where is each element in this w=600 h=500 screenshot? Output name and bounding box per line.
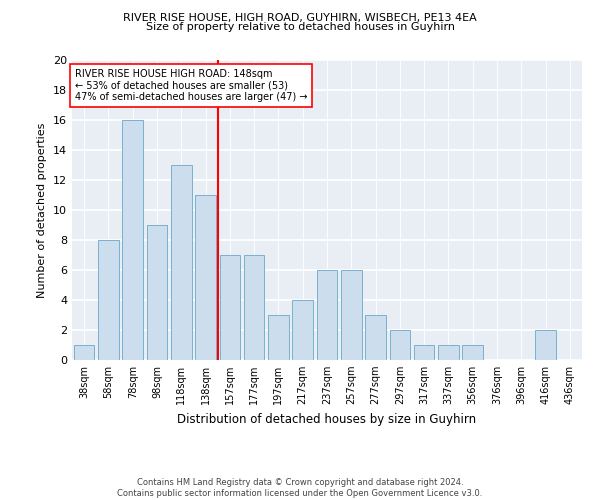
Bar	[146, 225, 167, 360]
Text: RIVER RISE HOUSE, HIGH ROAD, GUYHIRN, WISBECH, PE13 4EA: RIVER RISE HOUSE, HIGH ROAD, GUYHIRN, WI…	[123, 12, 477, 22]
Bar	[341, 270, 362, 360]
Bar	[74, 345, 94, 360]
Bar	[220, 255, 240, 360]
Text: RIVER RISE HOUSE HIGH ROAD: 148sqm
← 53% of detached houses are smaller (53)
47%: RIVER RISE HOUSE HIGH ROAD: 148sqm ← 53%…	[74, 69, 307, 102]
Text: Size of property relative to detached houses in Guyhirn: Size of property relative to detached ho…	[146, 22, 455, 32]
Bar	[195, 195, 216, 360]
Bar	[438, 345, 459, 360]
Bar	[463, 345, 483, 360]
Bar	[171, 165, 191, 360]
Bar	[535, 330, 556, 360]
Bar	[365, 315, 386, 360]
Bar	[98, 240, 119, 360]
Bar	[244, 255, 265, 360]
Text: Contains HM Land Registry data © Crown copyright and database right 2024.
Contai: Contains HM Land Registry data © Crown c…	[118, 478, 482, 498]
Bar	[414, 345, 434, 360]
Bar	[122, 120, 143, 360]
Bar	[317, 270, 337, 360]
X-axis label: Distribution of detached houses by size in Guyhirn: Distribution of detached houses by size …	[178, 412, 476, 426]
Bar	[389, 330, 410, 360]
Bar	[268, 315, 289, 360]
Bar	[292, 300, 313, 360]
Y-axis label: Number of detached properties: Number of detached properties	[37, 122, 47, 298]
